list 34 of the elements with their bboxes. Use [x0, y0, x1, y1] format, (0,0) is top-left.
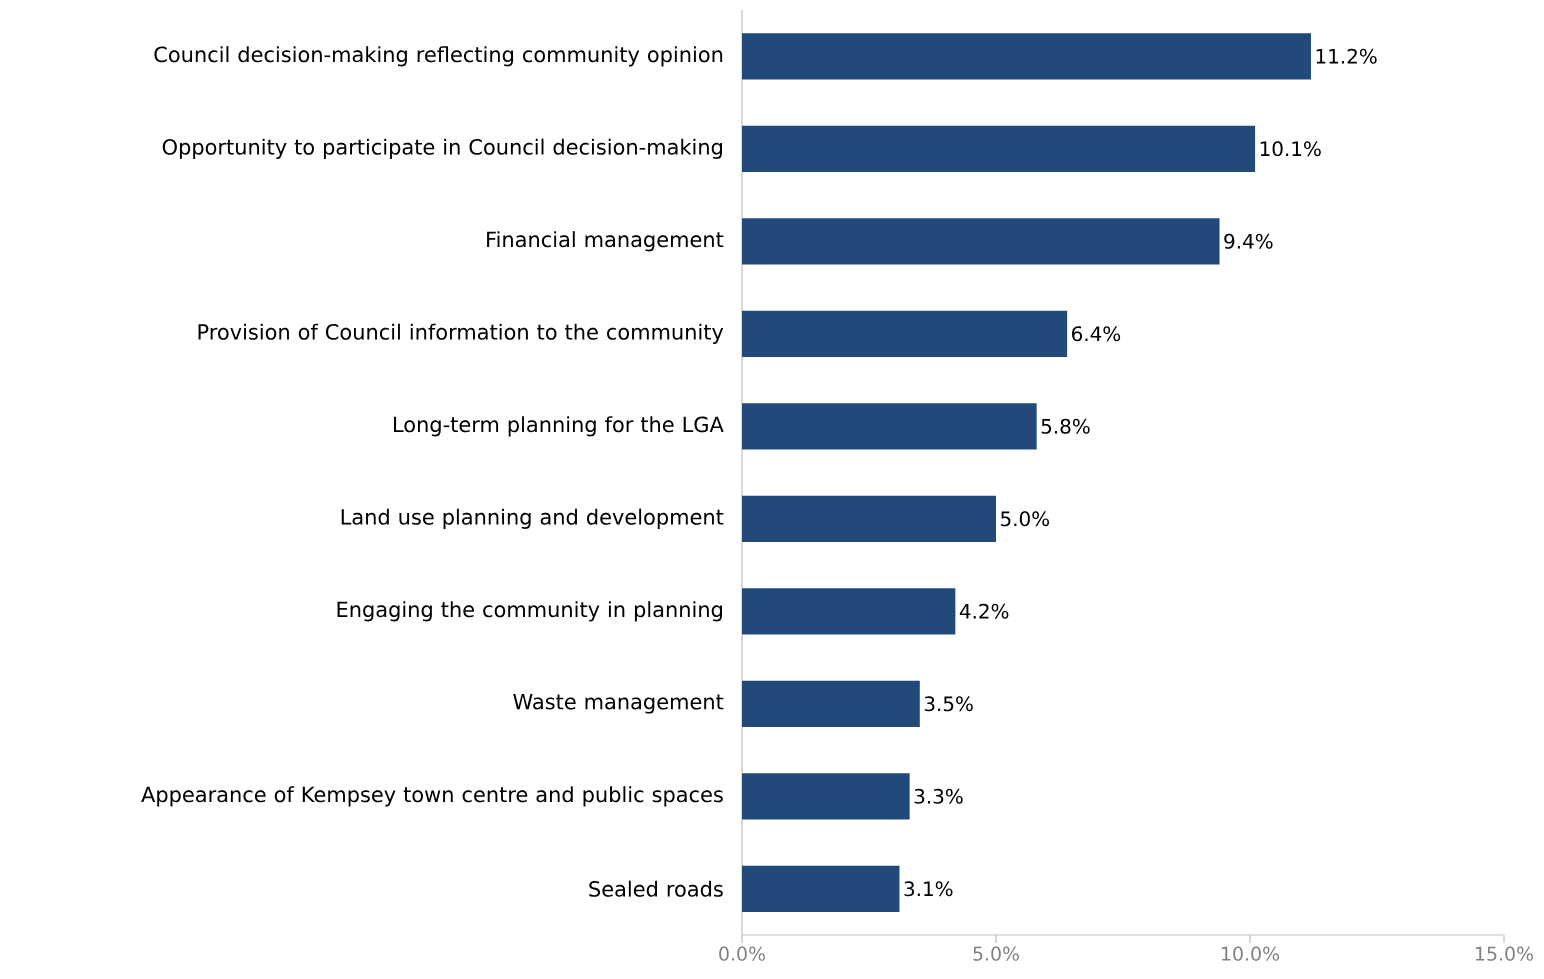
y-tick-label: Council decision-making reflecting community opinion	[154, 46, 723, 67]
bar	[742, 310, 1068, 357]
bar	[742, 680, 920, 727]
bar	[742, 125, 1256, 172]
data-label: 9.4%	[1224, 233, 1273, 249]
x-tick-label: 0.0%	[719, 946, 765, 961]
y-tick-label: Engaging the community in planning	[337, 601, 722, 622]
data-label: 5.8%	[1041, 418, 1090, 434]
data-label: 3.3%	[914, 788, 963, 804]
data-label: 6.4%	[1072, 326, 1121, 342]
x-tick-label: 5.0%	[973, 946, 1019, 961]
bar	[742, 773, 910, 820]
bar	[742, 33, 1311, 80]
bar	[742, 218, 1220, 265]
y-tick-label: Land use planning and development	[341, 508, 724, 529]
data-label: 10.1%	[1260, 141, 1321, 157]
bar	[742, 495, 996, 542]
y-tick-label: Financial management	[487, 231, 724, 252]
bar	[742, 588, 956, 635]
x-tick-label: 15.0%	[1476, 946, 1534, 961]
y-tick-label: Appearance of Kempsey town centre and public spaces	[141, 786, 723, 807]
data-label: 11.2%	[1316, 48, 1377, 64]
data-label: 5.0%	[1001, 511, 1050, 527]
bar	[742, 865, 900, 912]
y-tick-label: Opportunity to participate in Council decision-making	[162, 138, 722, 159]
data-label: 4.2%	[959, 603, 1009, 619]
data-label: 3.5%	[924, 696, 973, 712]
bar	[742, 403, 1037, 450]
y-tick-label: Waste management	[513, 693, 724, 714]
y-tick-label: Long-term planning for the LGA	[394, 416, 724, 437]
x-tick-label: 10.0%	[1222, 946, 1280, 961]
y-tick-label: Sealed roads	[589, 880, 723, 897]
y-tick-label: Provision of Council information to the community	[198, 323, 724, 344]
data-label: 3.1%	[904, 881, 953, 897]
